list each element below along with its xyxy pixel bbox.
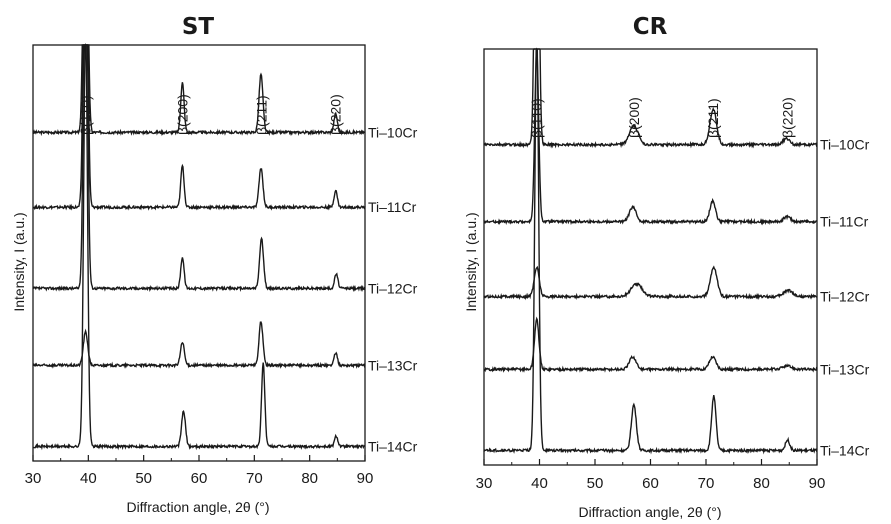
peak-labels: β(110) β(200) β(211) β(220) <box>78 94 344 135</box>
series-group: Ti–10Cr Ti–11Cr Ti–12Cr Ti–13Cr Ti–14Cr <box>483 47 870 458</box>
series-label: Ti–11Cr <box>820 214 869 230</box>
peak-labels: β(110) β(200) β(211) β(220) <box>529 97 796 138</box>
panel-title: ST <box>182 14 215 40</box>
series-line <box>32 43 366 451</box>
series-label: Ti–12Cr <box>820 289 870 305</box>
series-label: Ti–14Cr <box>820 442 870 458</box>
peak-label: β(200) <box>174 94 190 135</box>
x-tick-label: 30 <box>476 475 493 492</box>
x-tick-label: 60 <box>191 470 208 487</box>
x-axis-label: Diffraction angle, 2θ (°) <box>578 504 721 520</box>
series-label: Ti–11Cr <box>368 199 417 215</box>
x-tick-label: 50 <box>135 470 152 487</box>
x-tick-label: 40 <box>80 470 97 487</box>
x-ticks: 30 40 50 60 70 80 90 <box>476 459 826 492</box>
series-line <box>32 44 366 293</box>
panel-st: ST Intensity, I (a.u.) Diffraction angle… <box>11 14 418 515</box>
x-tick-label: 80 <box>301 470 318 487</box>
y-axis-label: Intensity, I (a.u.) <box>463 212 479 311</box>
peak-label: β(200) <box>626 97 642 138</box>
x-tick-label: 50 <box>587 475 604 492</box>
x-tick-label: 90 <box>357 470 374 487</box>
panel-title: CR <box>633 14 668 40</box>
series-label: Ti–13Cr <box>820 361 870 377</box>
series-label: Ti–12Cr <box>368 280 418 296</box>
x-tick-label: 30 <box>25 470 42 487</box>
peak-label: β(211) <box>705 98 721 138</box>
x-tick-label: 70 <box>698 475 715 492</box>
series-line <box>483 48 818 149</box>
x-ticks: 30 40 50 60 70 80 90 <box>25 455 374 487</box>
series-label: Ti–13Cr <box>368 357 418 373</box>
peak-label: β(220) <box>780 97 796 138</box>
y-axis-label: Intensity, I (a.u.) <box>11 212 27 311</box>
series-line <box>483 47 818 455</box>
series-line <box>32 44 366 211</box>
x-axis-label: Diffraction angle, 2θ (°) <box>126 499 269 515</box>
x-tick-label: 40 <box>531 475 548 492</box>
x-tick-label: 60 <box>642 475 659 492</box>
series-label: Ti–10Cr <box>820 137 870 153</box>
panel-cr: CR Intensity, I (a.u.) Diffraction angle… <box>463 14 870 520</box>
x-tick-label: 80 <box>753 475 770 492</box>
series-label: Ti–10Cr <box>368 124 418 140</box>
x-tick-label: 70 <box>246 470 263 487</box>
x-tick-label: 90 <box>809 475 826 492</box>
series-group: Ti–10Cr Ti–11Cr Ti–12Cr Ti–13Cr Ti–14Cr <box>32 43 418 454</box>
series-label: Ti–14Cr <box>368 438 418 454</box>
series-line <box>483 50 818 226</box>
